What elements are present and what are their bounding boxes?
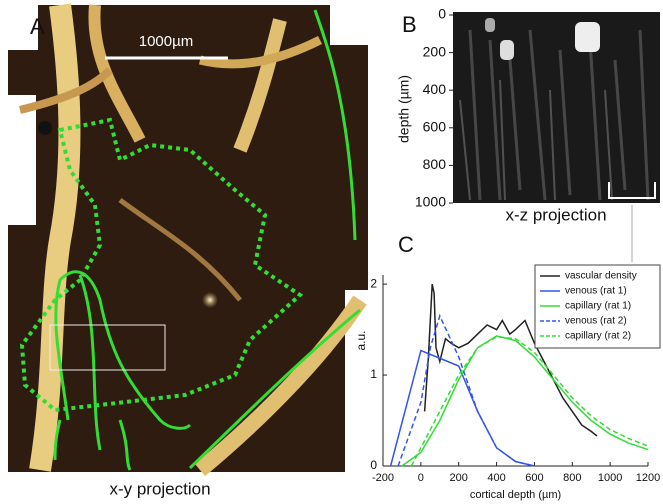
y-axis-label: depth (µm) xyxy=(396,75,412,143)
x-axis-label: cortical depth (µm) xyxy=(470,489,561,501)
series-line xyxy=(423,283,598,437)
y-tick-label: 2 xyxy=(370,276,377,290)
caption: x-z projection xyxy=(505,205,606,224)
x-tick-label: 200 xyxy=(450,472,468,484)
y-tick-label: 0 xyxy=(370,458,377,472)
x-tick-label: -200 xyxy=(372,472,394,484)
panel-letter: C xyxy=(398,232,414,257)
legend-label: capillary (rat 2) xyxy=(565,331,631,342)
legend-label: venous (rat 1) xyxy=(565,286,627,297)
legend-label: venous (rat 2) xyxy=(565,316,627,327)
y-tick-label: 400 xyxy=(423,81,447,97)
x-tick-label: 1000 xyxy=(598,472,622,484)
y-tick-label: 1000 xyxy=(415,194,446,210)
legend-label: vascular density xyxy=(565,271,637,282)
xz-image xyxy=(453,12,660,262)
micrograph xyxy=(8,3,368,477)
y-tick-label: 0 xyxy=(438,6,446,22)
series-line xyxy=(410,336,649,467)
y-tick-label: 600 xyxy=(423,119,447,135)
series-line xyxy=(401,335,649,467)
y-tick-label: 800 xyxy=(423,156,447,172)
y-axis-label: a.u. xyxy=(354,330,368,350)
y-tick-label: 200 xyxy=(423,43,447,59)
legend-label: capillary (rat 1) xyxy=(565,301,631,312)
x-tick-label: 400 xyxy=(487,472,505,484)
panel-letter: A xyxy=(30,14,45,39)
caption: x-y projection xyxy=(109,479,210,498)
x-tick-label: 1200 xyxy=(636,472,660,484)
series-line xyxy=(397,313,535,467)
scale-bar-label: 1000µm xyxy=(139,33,194,50)
panel-letter: B xyxy=(402,12,417,37)
y-tick-label: 1 xyxy=(370,367,377,381)
x-tick-label: 600 xyxy=(525,472,543,484)
x-tick-label: 800 xyxy=(563,472,581,484)
x-tick-label: 0 xyxy=(418,472,424,484)
